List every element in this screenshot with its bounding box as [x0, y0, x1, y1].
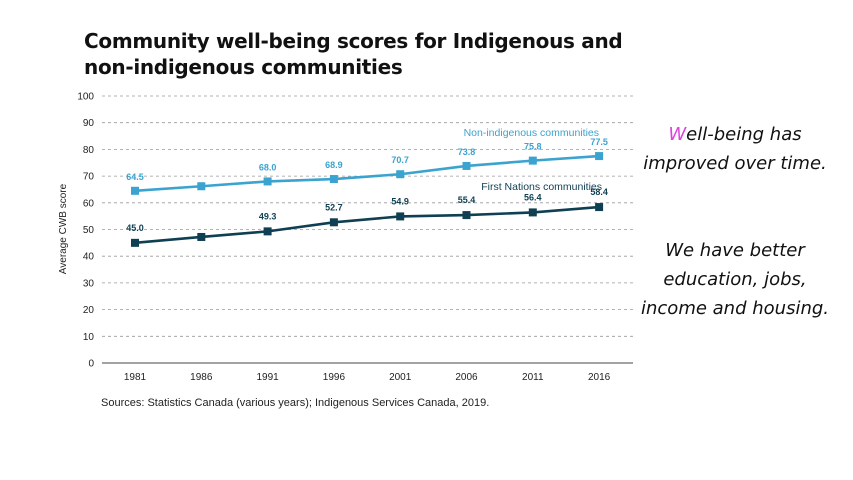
data-label: 55.4 — [458, 195, 476, 205]
x-tick-label: 2011 — [522, 372, 544, 383]
series-line — [134, 205, 600, 245]
series-line — [134, 154, 600, 193]
y-tick-label: 10 — [83, 332, 95, 343]
data-label: 68.9 — [325, 160, 343, 170]
series-layer — [131, 152, 604, 247]
data-marker — [131, 186, 139, 195]
y-tick-label: 80 — [83, 145, 95, 156]
x-tick-label: 2001 — [389, 372, 412, 383]
axis-layer: 0 10 20 30 40 50 60 70 80 90 100 1981 1986 1991 1996 20… — [58, 92, 633, 383]
data-label: 70.7 — [391, 155, 409, 165]
x-tick-label: 1986 — [190, 372, 213, 383]
series-label-first-nations: First Nations communities — [481, 181, 602, 193]
x-tick-label: 2016 — [588, 372, 611, 383]
data-marker — [396, 212, 405, 221]
data-marker — [197, 232, 206, 241]
annotation-wellbeing: Well-being has improved over time. — [630, 120, 840, 178]
data-marker — [528, 208, 537, 217]
y-tick-label: 100 — [77, 92, 94, 103]
y-tick-label: 70 — [83, 172, 95, 183]
annotation-wellbeing-text: ell-being has improved over time. — [643, 124, 827, 174]
data-label: 68.0 — [259, 162, 277, 172]
label-layer: 64.5 68.0 68.9 70.7 73.8 75.8 77.5 45.0 49.3 52.7… — [126, 127, 608, 233]
data-marker — [528, 156, 537, 165]
data-label: 56.4 — [524, 192, 542, 202]
series-label-non-indigenous: Non-indigenous communities — [464, 127, 599, 139]
data-marker — [263, 177, 272, 186]
annotation-improvements: We have better education, jobs, income a… — [641, 240, 829, 319]
chart-title: Community well-being scores for Indigeno… — [84, 29, 623, 79]
y-tick-label: 40 — [83, 252, 95, 263]
data-label: 73.8 — [458, 147, 476, 157]
data-label: 54.9 — [391, 196, 409, 206]
x-tick-label: 1996 — [323, 372, 346, 383]
data-marker — [263, 227, 272, 236]
data-label: 52.7 — [325, 202, 343, 212]
x-tick-label: 2006 — [455, 372, 478, 383]
data-label: 58.4 — [590, 187, 608, 197]
data-marker — [595, 203, 604, 212]
data-marker — [462, 161, 471, 170]
data-marker — [197, 182, 206, 191]
data-marker — [462, 211, 471, 220]
data-label: 49.3 — [259, 211, 277, 221]
accent-letter: W — [668, 124, 687, 145]
data-label: 45.0 — [126, 223, 144, 233]
data-marker — [396, 170, 405, 179]
y-tick-label: 0 — [88, 359, 94, 370]
data-label: 77.5 — [590, 137, 608, 147]
data-marker — [131, 238, 139, 247]
data-marker — [329, 218, 338, 227]
x-tick-label: 1981 — [124, 372, 147, 383]
source-note: Sources: Statistics Canada (various year… — [101, 397, 490, 409]
data-marker — [329, 175, 338, 184]
x-tick-label: 1991 — [256, 372, 279, 383]
y-tick-label: 90 — [83, 118, 95, 129]
data-marker — [595, 152, 604, 161]
data-label: 75.8 — [524, 142, 542, 152]
y-axis-label: Average CWB score — [58, 183, 69, 274]
data-label: 64.5 — [126, 172, 144, 182]
y-tick-label: 20 — [83, 305, 95, 316]
y-tick-label: 50 — [83, 225, 95, 236]
y-tick-label: 30 — [83, 278, 95, 289]
y-tick-label: 60 — [83, 198, 95, 209]
